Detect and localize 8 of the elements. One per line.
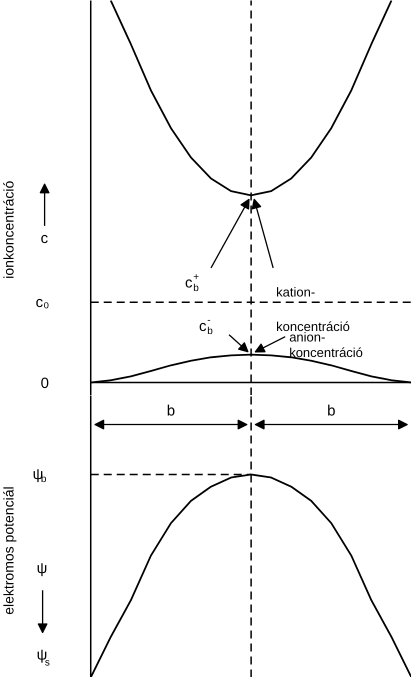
y-axis-title: ionkoncentráció [0, 180, 17, 279]
text: c [40, 230, 49, 247]
text: 0 [40, 375, 49, 392]
y-axis-title: elektromos potenciál [0, 486, 17, 615]
ref-line-label: c₀ [36, 294, 50, 311]
text: b [327, 402, 336, 420]
text: ψ [36, 560, 48, 577]
text: b [166, 402, 176, 420]
